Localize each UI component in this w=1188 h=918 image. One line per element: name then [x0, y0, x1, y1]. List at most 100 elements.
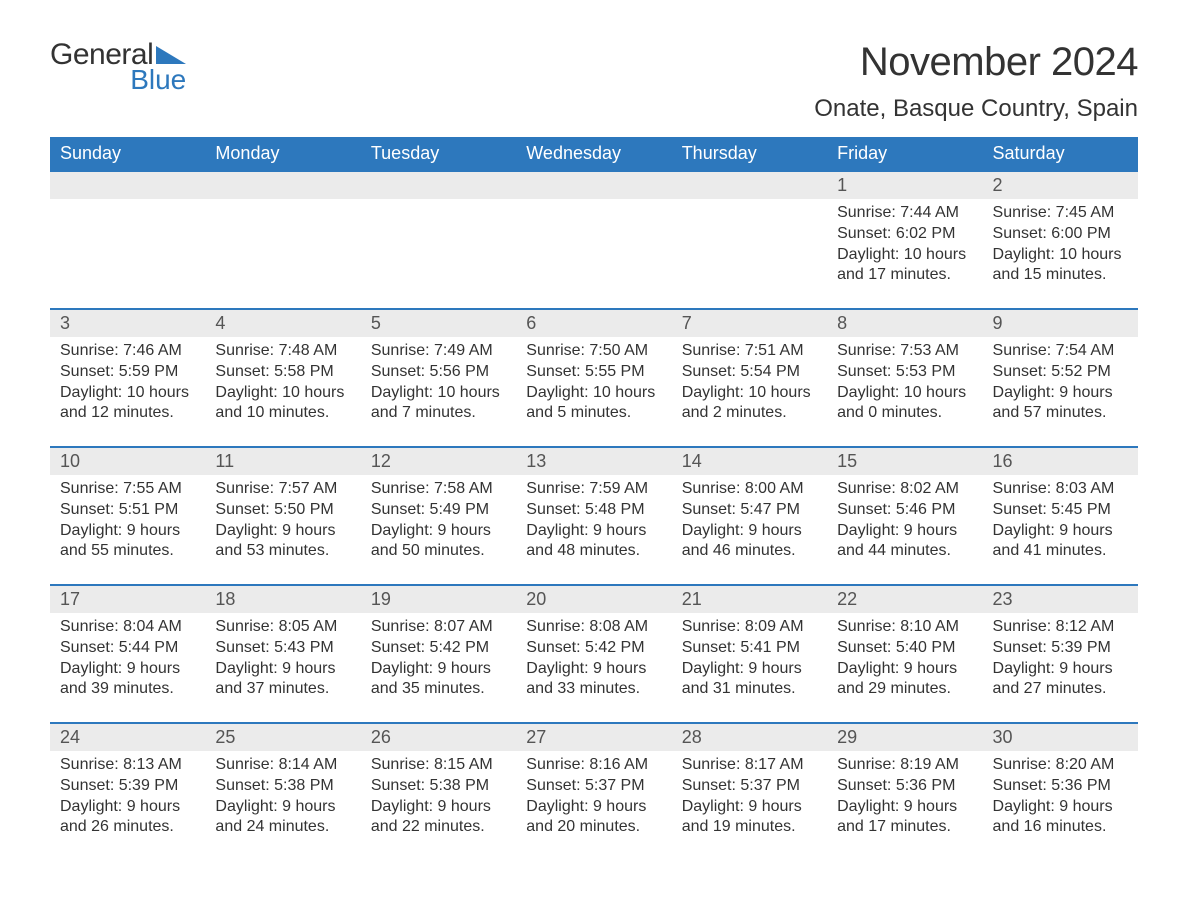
day-number: 1: [837, 175, 847, 195]
day-number: 10: [60, 451, 80, 471]
daylight-text-1: Daylight: 10 hours: [215, 383, 350, 404]
day-number-cell: 2: [983, 171, 1138, 199]
sunrise-text: Sunrise: 8:07 AM: [371, 617, 506, 638]
day-number-row: 24252627282930: [50, 723, 1138, 751]
daylight-text-2: and 10 minutes.: [215, 403, 350, 424]
day-number-cell: 27: [516, 723, 671, 751]
day-body-cell: Sunrise: 8:05 AMSunset: 5:43 PMDaylight:…: [205, 613, 360, 723]
day-number: 25: [215, 727, 235, 747]
day-number: 7: [682, 313, 692, 333]
day-body-row: Sunrise: 7:46 AMSunset: 5:59 PMDaylight:…: [50, 337, 1138, 447]
day-number-cell: 5: [361, 309, 516, 337]
day-number-cell: 24: [50, 723, 205, 751]
daylight-text-1: Daylight: 9 hours: [215, 659, 350, 680]
day-number: 6: [526, 313, 536, 333]
daylight-text-2: and 29 minutes.: [837, 679, 972, 700]
day-body-cell: Sunrise: 8:16 AMSunset: 5:37 PMDaylight:…: [516, 751, 671, 861]
weekday-header: Sunday: [50, 137, 205, 171]
sunset-text: Sunset: 5:54 PM: [682, 362, 817, 383]
daylight-text-2: and 19 minutes.: [682, 817, 817, 838]
day-body-row: Sunrise: 8:04 AMSunset: 5:44 PMDaylight:…: [50, 613, 1138, 723]
sunrise-text: Sunrise: 8:08 AM: [526, 617, 661, 638]
sunrise-text: Sunrise: 7:58 AM: [371, 479, 506, 500]
sunrise-text: Sunrise: 8:20 AM: [993, 755, 1128, 776]
daylight-text-2: and 17 minutes.: [837, 265, 972, 286]
day-number-cell: 1: [827, 171, 982, 199]
sunset-text: Sunset: 5:50 PM: [215, 500, 350, 521]
daylight-text-2: and 24 minutes.: [215, 817, 350, 838]
day-body-cell: Sunrise: 8:17 AMSunset: 5:37 PMDaylight:…: [672, 751, 827, 861]
day-number: 2: [993, 175, 1003, 195]
day-number: 8: [837, 313, 847, 333]
day-number: 5: [371, 313, 381, 333]
sunrise-text: Sunrise: 8:14 AM: [215, 755, 350, 776]
day-number: 4: [215, 313, 225, 333]
day-number-cell: [516, 171, 671, 199]
day-number-cell: [205, 171, 360, 199]
daylight-text-2: and 37 minutes.: [215, 679, 350, 700]
daylight-text-2: and 16 minutes.: [993, 817, 1128, 838]
day-body-cell: Sunrise: 8:14 AMSunset: 5:38 PMDaylight:…: [205, 751, 360, 861]
day-number: 18: [215, 589, 235, 609]
daylight-text-2: and 17 minutes.: [837, 817, 972, 838]
day-number: 3: [60, 313, 70, 333]
daylight-text-1: Daylight: 9 hours: [993, 797, 1128, 818]
weekday-header-row: Sunday Monday Tuesday Wednesday Thursday…: [50, 137, 1138, 171]
day-body-cell: Sunrise: 8:00 AMSunset: 5:47 PMDaylight:…: [672, 475, 827, 585]
daylight-text-2: and 44 minutes.: [837, 541, 972, 562]
day-body-cell: Sunrise: 7:46 AMSunset: 5:59 PMDaylight:…: [50, 337, 205, 447]
day-number-cell: 15: [827, 447, 982, 475]
day-body-cell: [50, 199, 205, 309]
day-number-cell: 6: [516, 309, 671, 337]
sunrise-text: Sunrise: 8:15 AM: [371, 755, 506, 776]
day-number: 22: [837, 589, 857, 609]
day-number: 14: [682, 451, 702, 471]
sunrise-text: Sunrise: 8:02 AM: [837, 479, 972, 500]
weekday-header: Monday: [205, 137, 360, 171]
daylight-text-1: Daylight: 10 hours: [526, 383, 661, 404]
day-body-cell: Sunrise: 8:15 AMSunset: 5:38 PMDaylight:…: [361, 751, 516, 861]
title-block: November 2024 Onate, Basque Country, Spa…: [814, 40, 1138, 123]
day-body-cell: Sunrise: 8:04 AMSunset: 5:44 PMDaylight:…: [50, 613, 205, 723]
day-number-cell: [50, 171, 205, 199]
daylight-text-2: and 5 minutes.: [526, 403, 661, 424]
daylight-text-2: and 41 minutes.: [993, 541, 1128, 562]
sunrise-text: Sunrise: 8:04 AM: [60, 617, 195, 638]
day-number: 11: [215, 451, 234, 471]
sunset-text: Sunset: 5:41 PM: [682, 638, 817, 659]
day-number-cell: 25: [205, 723, 360, 751]
day-body-cell: Sunrise: 7:53 AMSunset: 5:53 PMDaylight:…: [827, 337, 982, 447]
daylight-text-2: and 53 minutes.: [215, 541, 350, 562]
day-number-cell: 9: [983, 309, 1138, 337]
sunrise-text: Sunrise: 8:00 AM: [682, 479, 817, 500]
daylight-text-2: and 27 minutes.: [993, 679, 1128, 700]
day-body-cell: Sunrise: 7:58 AMSunset: 5:49 PMDaylight:…: [361, 475, 516, 585]
day-body-cell: Sunrise: 7:45 AMSunset: 6:00 PMDaylight:…: [983, 199, 1138, 309]
sunrise-text: Sunrise: 8:17 AM: [682, 755, 817, 776]
daylight-text-2: and 50 minutes.: [371, 541, 506, 562]
sunrise-text: Sunrise: 7:48 AM: [215, 341, 350, 362]
day-number-cell: 30: [983, 723, 1138, 751]
daylight-text-1: Daylight: 9 hours: [60, 659, 195, 680]
sunrise-text: Sunrise: 7:44 AM: [837, 203, 972, 224]
daylight-text-2: and 0 minutes.: [837, 403, 972, 424]
sunrise-text: Sunrise: 7:50 AM: [526, 341, 661, 362]
sunset-text: Sunset: 5:38 PM: [215, 776, 350, 797]
daylight-text-2: and 22 minutes.: [371, 817, 506, 838]
day-number-cell: 7: [672, 309, 827, 337]
day-body-cell: Sunrise: 7:48 AMSunset: 5:58 PMDaylight:…: [205, 337, 360, 447]
sunrise-text: Sunrise: 7:59 AM: [526, 479, 661, 500]
day-number-cell: 3: [50, 309, 205, 337]
daylight-text-2: and 39 minutes.: [60, 679, 195, 700]
daylight-text-1: Daylight: 9 hours: [371, 797, 506, 818]
daylight-text-2: and 31 minutes.: [682, 679, 817, 700]
daylight-text-1: Daylight: 9 hours: [682, 521, 817, 542]
sunset-text: Sunset: 5:42 PM: [371, 638, 506, 659]
day-number-cell: 26: [361, 723, 516, 751]
daylight-text-1: Daylight: 9 hours: [682, 659, 817, 680]
sunset-text: Sunset: 5:51 PM: [60, 500, 195, 521]
day-body-cell: [672, 199, 827, 309]
day-number: 12: [371, 451, 391, 471]
day-body-cell: Sunrise: 8:02 AMSunset: 5:46 PMDaylight:…: [827, 475, 982, 585]
day-number-cell: 8: [827, 309, 982, 337]
